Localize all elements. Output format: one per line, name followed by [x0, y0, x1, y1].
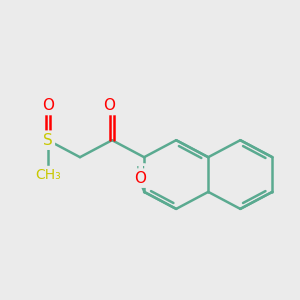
Text: O: O: [134, 171, 146, 186]
Text: S: S: [43, 133, 53, 148]
Text: O: O: [103, 98, 116, 113]
Text: O: O: [42, 98, 54, 113]
Text: H: H: [136, 165, 145, 178]
Text: CH₃: CH₃: [35, 168, 61, 182]
